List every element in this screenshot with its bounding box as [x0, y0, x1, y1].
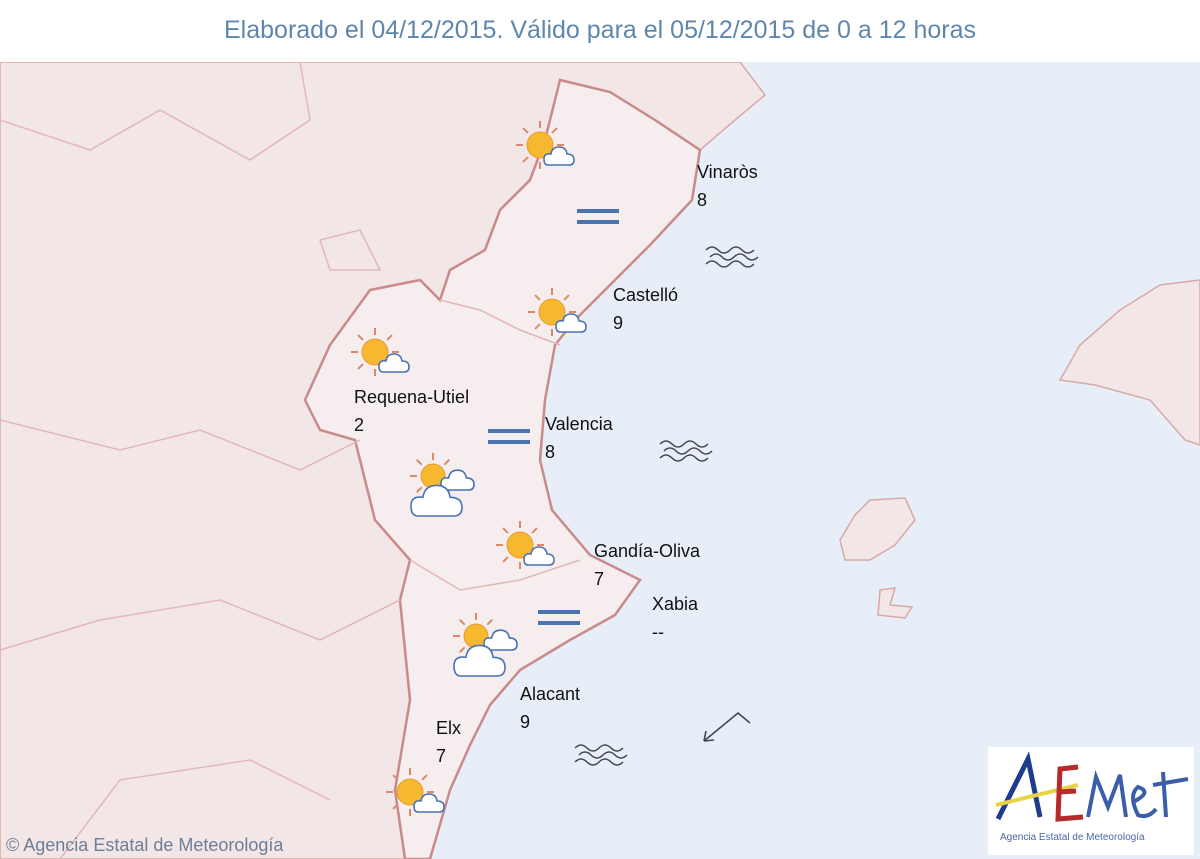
city-temperature: 7: [436, 746, 447, 766]
city-label: Vinaròs 8: [697, 158, 758, 214]
city-label: Castelló 9: [613, 281, 678, 337]
city-label: Gandía-Oliva 7: [594, 537, 700, 593]
city-name: Elx: [436, 718, 462, 738]
city-temperature: 9: [613, 313, 624, 333]
aemet-logo-mark: [995, 751, 1189, 822]
city-name: Requena-Utiel: [354, 387, 470, 407]
city-name: Xabia: [652, 594, 699, 614]
copyright: © Agencia Estatal de Meteorología: [6, 835, 284, 855]
city-temperature: --: [652, 622, 664, 642]
ibiza: [839, 497, 916, 561]
city-name: Gandía-Oliva: [594, 541, 701, 561]
city-label: Elx 7: [436, 714, 461, 770]
city-temperature: 7: [594, 569, 605, 589]
formentera: [877, 587, 914, 619]
city-name: Alacant: [520, 684, 581, 704]
map-title: Elaborado el 04/12/2015. Válido para el …: [224, 16, 976, 44]
city-temperature: 8: [545, 442, 556, 462]
city-label: Requena-Utiel 2: [354, 383, 469, 439]
city-temperature: 9: [520, 712, 531, 732]
city-label: Valencia 8: [545, 410, 613, 466]
valencia-region: [303, 78, 702, 859]
province-borders: [0, 62, 581, 859]
weather-map: Vinaròs 8 Castelló 9 Requena-Utiel 2 Valencia 8…: [0, 62, 1200, 859]
city-label: Xabia --: [652, 590, 698, 646]
city-name: Valencia: [545, 414, 613, 434]
city-temperature: 8: [697, 190, 708, 210]
map-base: [0, 62, 1200, 859]
city-temperature: 2: [354, 415, 365, 435]
mallorca: [1058, 279, 1200, 446]
aemet-logo: Agencia Estatal de Meteorología: [988, 747, 1194, 855]
logo-subtitle: Agencia Estatal de Meteorología: [1000, 832, 1145, 843]
city-label: Alacant 9: [520, 680, 580, 736]
city-name: Vinaròs: [697, 162, 758, 182]
city-name: Castelló: [613, 285, 679, 305]
